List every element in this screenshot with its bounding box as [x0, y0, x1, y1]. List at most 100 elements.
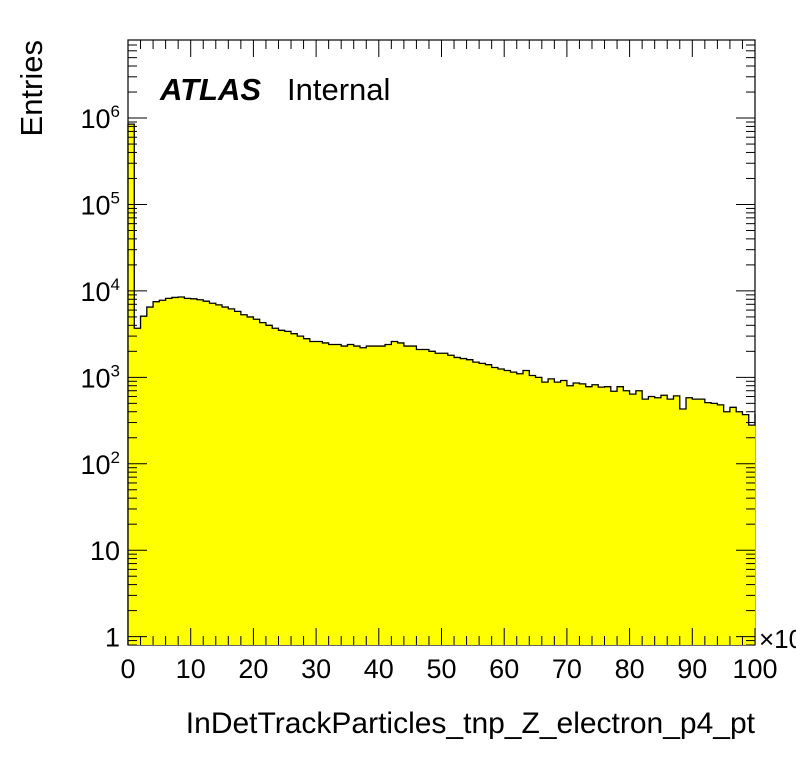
- hist-bar: [322, 342, 329, 645]
- atlas-label: ATLAS: [159, 72, 261, 107]
- hist-bar: [742, 414, 750, 645]
- hist-bar: [422, 349, 430, 645]
- hist-bar: [190, 298, 198, 645]
- hist-bar: [541, 382, 549, 645]
- hist-bar: [140, 316, 148, 645]
- hist-bar: [272, 328, 279, 645]
- hist-bar: [215, 304, 223, 645]
- hist-bar: [748, 425, 756, 645]
- hist-bar: [385, 344, 392, 645]
- x-axis-title: InDetTrackParticles_tnp_Z_electron_p4_pt: [186, 707, 756, 740]
- hist-bar: [679, 409, 687, 645]
- hist-bar: [729, 407, 737, 645]
- hist-bar: [435, 353, 442, 645]
- x-tick-label: 100: [732, 654, 777, 684]
- hist-bar: [623, 390, 630, 645]
- hist-bar: [516, 373, 524, 645]
- x-tick-label: 30: [301, 654, 331, 684]
- hist-bar: [403, 346, 411, 645]
- hist-bar: [334, 344, 342, 645]
- hist-bar: [259, 322, 267, 645]
- hist-bar: [240, 314, 248, 645]
- hist-bar: [153, 301, 160, 645]
- hist-bar: [454, 357, 461, 645]
- y-tick-label: 104: [80, 275, 120, 307]
- hist-bar: [635, 390, 643, 645]
- hist-bar: [604, 386, 612, 645]
- hist-bar: [560, 380, 568, 645]
- y-tick-label: 106: [80, 102, 120, 134]
- hist-bar: [460, 358, 467, 645]
- x-tick-label: 90: [677, 654, 707, 684]
- hist-bar: [128, 124, 135, 645]
- hist-bar: [610, 391, 618, 645]
- hist-bar: [284, 331, 292, 645]
- hist-bar: [535, 377, 543, 645]
- internal-label: Internal: [287, 72, 390, 107]
- hist-bar: [554, 382, 561, 645]
- hist-bar: [359, 347, 367, 645]
- y-tick-label: 105: [80, 188, 120, 220]
- hist-bar: [391, 341, 398, 645]
- hist-bar: [297, 336, 304, 645]
- hist-bar: [341, 346, 348, 645]
- y-tick-label: 1: [105, 623, 120, 653]
- y-axis-title: Entries: [14, 40, 49, 136]
- hist-bar: [711, 403, 718, 645]
- hist-bar: [466, 359, 474, 645]
- hist-bar: [378, 346, 386, 645]
- hist-bar: [598, 387, 605, 645]
- hist-bar: [529, 375, 536, 645]
- x-multiplier-label: ×10: [759, 624, 796, 654]
- hist-bar: [134, 328, 141, 645]
- hist-bar: [247, 316, 254, 645]
- hist-bar: [397, 342, 405, 645]
- hist-bar: [504, 370, 511, 645]
- hist-bar: [491, 367, 499, 645]
- hist-bar: [228, 308, 235, 645]
- hist-bar: [472, 362, 480, 645]
- hist-bar: [316, 341, 323, 645]
- hist-bar: [372, 346, 380, 645]
- hist-bar: [717, 404, 724, 645]
- hist-bar: [654, 397, 662, 645]
- hist-bar: [723, 411, 731, 645]
- hist-bar: [485, 364, 492, 645]
- hist-bar: [146, 307, 154, 645]
- hist-bar: [291, 333, 298, 645]
- hist-bar: [548, 378, 555, 645]
- hist-bar: [617, 386, 624, 645]
- hist-bar: [171, 297, 179, 645]
- hist-bar: [209, 303, 217, 645]
- hist-bar: [196, 299, 204, 645]
- hist-bar: [497, 368, 505, 645]
- x-tick-label: 20: [238, 654, 268, 684]
- hist-bar: [253, 319, 260, 645]
- x-tick-label: 60: [489, 654, 519, 684]
- hist-bar: [686, 397, 693, 645]
- hist-bar: [573, 382, 580, 645]
- hist-bar: [510, 372, 518, 645]
- hist-bar: [234, 311, 242, 645]
- hist-bar: [660, 395, 668, 645]
- hist-bar: [579, 383, 587, 645]
- y-tick-label: 10: [90, 536, 120, 566]
- hist-bar: [347, 344, 355, 645]
- hist-bar: [648, 396, 655, 645]
- hist-bar: [736, 411, 743, 645]
- hist-bar: [410, 346, 417, 645]
- hist-bar: [428, 351, 436, 645]
- hist-bar: [591, 384, 599, 645]
- hist-bar: [642, 399, 649, 645]
- histogram-layer: [127, 123, 756, 645]
- y-tick-label: 103: [80, 361, 120, 393]
- hist-bar: [159, 300, 166, 645]
- y-tick-label: 102: [80, 448, 120, 480]
- hist-bar: [479, 363, 486, 645]
- hist-bar: [673, 395, 681, 645]
- hist-bar: [566, 385, 574, 645]
- hist-bar: [447, 355, 455, 645]
- hist-bar: [667, 399, 674, 645]
- hist-outline: [127, 123, 756, 645]
